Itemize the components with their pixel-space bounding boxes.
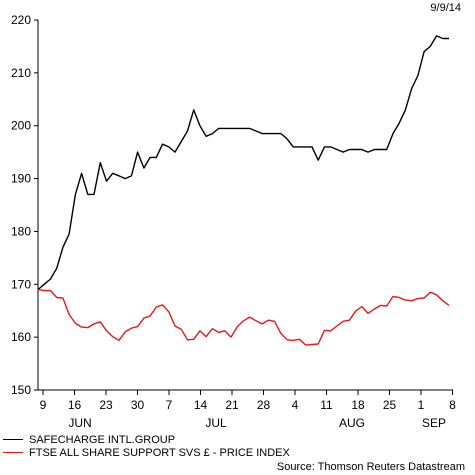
series-line-ftse [37, 288, 450, 346]
y-tick-label: 160 [11, 330, 31, 344]
x-tick-label: 16 [68, 398, 82, 412]
y-tick-label: 190 [11, 172, 31, 186]
x-month-label: AUG [339, 416, 365, 430]
legend-item-ftse: FTSE ALL SHARE SUPPORT SVS £ - PRICE IND… [0, 446, 475, 459]
legend-swatch-red [3, 452, 23, 453]
chart-date: 9/9/14 [430, 2, 461, 14]
x-month-label: JUL [205, 416, 227, 430]
x-tick-label: 14 [194, 398, 208, 412]
x-tick-label: 9 [40, 398, 47, 412]
series-line-safecharge [37, 35, 449, 291]
x-tick-label: 28 [257, 398, 271, 412]
x-month-label: SEP [422, 416, 446, 430]
x-tick-label: 7 [166, 398, 173, 412]
y-tick-label: 200 [11, 119, 31, 133]
legend-label: FTSE ALL SHARE SUPPORT SVS £ - PRICE IND… [29, 446, 290, 459]
y-tick-label: 210 [11, 66, 31, 80]
x-tick-label: 30 [131, 398, 145, 412]
legend-swatch-black [3, 439, 23, 440]
legend-label: SAFECHARGE INTL.GROUP [29, 433, 176, 446]
x-tick-label: 4 [292, 398, 299, 412]
legend-item-safecharge: SAFECHARGE INTL.GROUP [0, 433, 475, 446]
x-tick-label: 8 [449, 398, 456, 412]
x-tick-label: 23 [99, 398, 113, 412]
source-note: Source: Thomson Reuters Datastream [276, 461, 465, 473]
x-tick-label: 11 [320, 398, 333, 412]
x-month-label: JUN [68, 416, 91, 430]
legend: SAFECHARGE INTL.GROUP FTSE ALL SHARE SUP… [0, 433, 475, 459]
y-tick-label: 150 [11, 383, 31, 397]
y-tick-label: 180 [11, 224, 31, 238]
x-tick-label: 25 [383, 398, 397, 412]
x-tick-label: 1 [418, 398, 425, 412]
series-layer [37, 35, 450, 346]
y-tick-label: 220 [11, 13, 31, 27]
y-tick-label: 170 [11, 277, 31, 291]
x-tick-label: 18 [351, 398, 365, 412]
y-axis: 150 160 170 180 190 200 210 220 [11, 13, 39, 397]
x-tick-label: 21 [225, 398, 239, 412]
